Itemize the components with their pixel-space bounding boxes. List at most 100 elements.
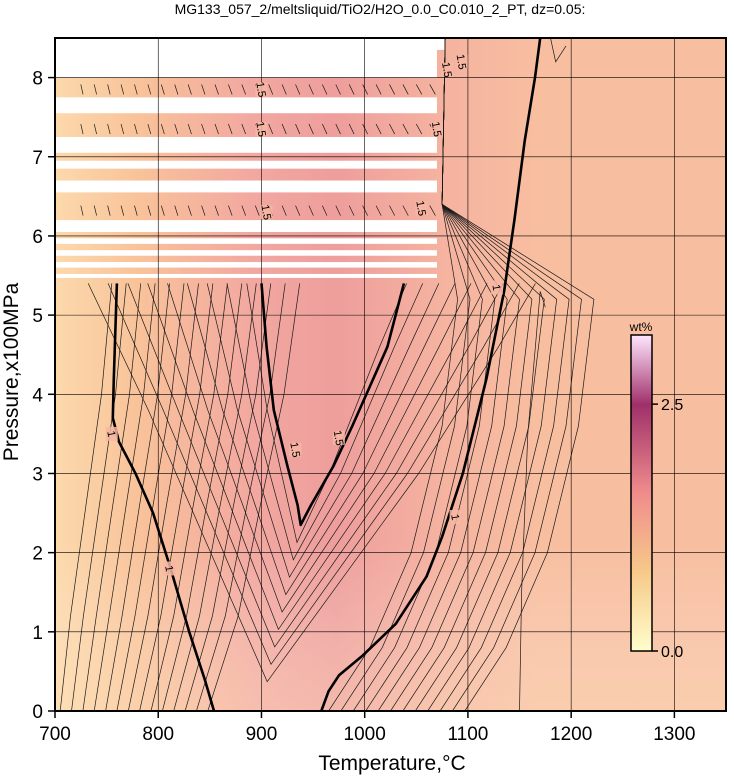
thin-contour [207,283,301,711]
missing-band-7 [55,250,437,256]
hatch-mark [214,123,219,135]
hatch-mark [402,205,409,216]
hatch-mark [281,123,287,135]
hatch-mark [187,123,192,135]
y-tick-label: 1 [32,623,43,644]
hatch-mark [201,84,206,95]
thin-contour [71,283,127,711]
x-tick-label: 900 [246,724,278,745]
hatch-mark [348,205,355,216]
y-tick-label: 0 [32,702,43,723]
contour-label-bg [260,205,273,220]
contour-label: 1 [489,284,502,292]
thin-contour [550,38,567,63]
thin-contour [127,283,504,648]
hatch-mark [174,123,179,135]
hatch-mark [268,84,274,95]
hatch-mark [389,205,396,216]
grid [55,38,726,711]
hatch-mark [93,205,97,216]
hatch-mark [120,84,125,95]
contour-label: 1.5 [413,200,427,217]
thin-contour [226,283,424,561]
contour-label: 1 [162,565,175,573]
hatch-mark [80,205,84,216]
contour-label-bg [415,201,428,216]
x-tick-label: 700 [39,724,71,745]
hatch-mark [241,84,246,95]
hatch-mark [402,123,409,135]
hatch-mark [322,205,328,216]
hatch-mark [201,205,206,216]
hatch-mark [174,205,179,216]
hatch-mark [281,205,287,216]
hatch-mark [416,84,423,95]
contour-label: 1.5 [439,61,453,78]
hatch-mark [228,205,233,216]
y-tick-label: 4 [32,385,43,406]
bold-contour-1-0 [111,283,216,711]
contour-label: 1 [104,430,117,438]
y-tick-label: 3 [32,464,43,485]
thin-contour [87,283,536,683]
missing-band-6 [55,238,437,244]
hatch-mark [429,205,436,216]
contour-label-bg [441,62,454,77]
hatch-mark [134,84,138,95]
contour-label-bg [430,122,443,137]
hatch-mark [416,123,423,135]
hatch-mark [362,123,368,135]
missing-band-3 [55,160,437,169]
hatch-mark [187,84,192,95]
thin-contours [59,38,595,711]
contour-label: 1.5 [429,121,443,138]
hatch-mark [375,205,382,216]
bold-contour-1-5-1 [260,283,406,527]
thin-contour [196,283,286,711]
hatch-mark [375,84,382,95]
thin-contour [167,283,472,613]
thin-contour [116,283,185,711]
hatch-mark [348,84,355,95]
missing-band-corner [436,38,446,50]
colorbar-tick-label: 0.0 [661,644,683,661]
contour-label-bg [255,82,268,97]
hatch-mark [160,205,165,216]
contour-label: 1.5 [454,53,468,70]
x-axis-ticks: 700 800 900 1000 1100 1200 1300 [39,711,696,745]
hatch-mark [93,84,97,95]
hatch-mark [80,84,84,95]
x-tick-label: 1100 [447,724,488,745]
thin-contour [441,38,595,711]
hatch-mark [429,84,436,95]
x-tick-label: 1000 [344,724,386,745]
bold-contour-1-2 [320,38,542,711]
contour-label-bg [255,122,268,137]
thin-contour [82,283,142,711]
y-tick-label: 5 [32,306,43,327]
thin-contour [206,283,440,579]
plot-frame [54,37,727,712]
thin-contour [105,283,170,711]
colorbar-fill [630,334,653,652]
contour-label-bg [163,561,176,576]
hatch-mark [308,205,314,216]
contour-label-bg [449,510,462,525]
hatch-mark [362,84,368,95]
hatch-mark [308,123,314,135]
hatch-mark [335,84,341,95]
colorbar-tick-label: 2.5 [661,397,683,414]
contour-label-bg [289,442,302,457]
hatch-mark [348,123,355,135]
colorbar: wt% 0.0 2.5 [629,320,684,661]
thin-contour [139,283,214,711]
hatch-mark [281,84,287,95]
missing-band-0 [55,38,437,78]
hatch-mark [228,84,233,95]
y-axis-ticks: 0 1 2 3 4 5 6 7 8 [32,69,55,723]
hatch-mark [241,123,246,135]
contour-label: 1.5 [331,429,345,446]
thin-contour [107,283,520,666]
